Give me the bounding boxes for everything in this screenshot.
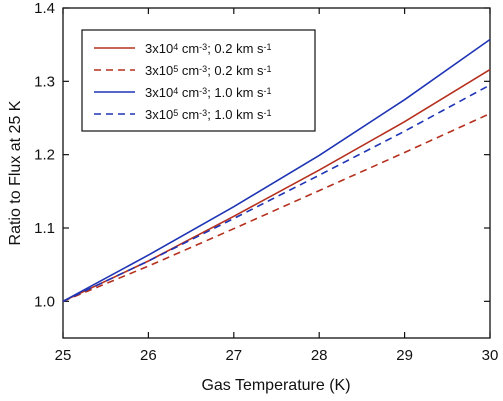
legend-text-part: 3x10 bbox=[145, 107, 173, 122]
legend-superscript: -1 bbox=[264, 86, 272, 96]
x-tick-label: 27 bbox=[225, 347, 242, 364]
y-tick-label: 1.1 bbox=[34, 220, 55, 237]
y-tick-label: 1.0 bbox=[34, 293, 55, 310]
legend-entry-2: 3x105 cm-3; 0.2 km s-1 bbox=[145, 63, 272, 78]
legend-entry-3: 3x104 cm-3; 1.0 km s-1 bbox=[145, 85, 272, 100]
legend-superscript: -1 bbox=[264, 42, 272, 52]
legend-text-part: cm bbox=[178, 85, 199, 100]
legend-text-part: cm bbox=[178, 41, 199, 56]
legend-text-part: cm bbox=[178, 63, 199, 78]
series-lines bbox=[62, 38, 491, 303]
x-tick-label: 29 bbox=[396, 347, 413, 364]
y-tick-label: 1.2 bbox=[34, 147, 55, 164]
legend-superscript: 5 bbox=[173, 64, 178, 74]
legend-text-part: 3x10 bbox=[145, 41, 173, 56]
legend-superscript: -3 bbox=[199, 42, 207, 52]
legend-superscript: 4 bbox=[173, 42, 178, 52]
y-tick-label: 1.3 bbox=[34, 73, 55, 90]
y-tick-label: 1.4 bbox=[34, 0, 55, 17]
legend-text-part: ; 1.0 km s bbox=[207, 85, 264, 100]
axis-ticks: 25 26 27 28 29 30 1.0 1.1 1.2 1.3 1.4 bbox=[34, 0, 498, 364]
legend-superscript: 4 bbox=[173, 86, 178, 96]
series-line-4 bbox=[62, 84, 491, 303]
x-tick-label: 26 bbox=[140, 347, 157, 364]
x-tick-label: 25 bbox=[55, 347, 72, 364]
legend-superscript: 5 bbox=[173, 108, 178, 118]
legend-text-part: 3x10 bbox=[145, 63, 173, 78]
legend-text-part: ; 0.2 km s bbox=[207, 63, 264, 78]
series-line-3 bbox=[62, 38, 491, 303]
legend-superscript: -3 bbox=[199, 108, 207, 118]
legend-superscript: -1 bbox=[264, 64, 272, 74]
legend-text-part: 3x10 bbox=[145, 85, 173, 100]
x-tick-label: 28 bbox=[311, 347, 328, 364]
x-axis-title: Gas Temperature (K) bbox=[201, 377, 350, 394]
legend-text-part: ; 0.2 km s bbox=[207, 41, 264, 56]
legend-superscript: -3 bbox=[199, 86, 207, 96]
y-axis-title: Ratio to Flux at 25 K bbox=[7, 100, 24, 245]
series-line-2 bbox=[62, 112, 491, 303]
legend-entry-1: 3x104 cm-3; 0.2 km s-1 bbox=[145, 41, 272, 56]
legend-entry-4: 3x105 cm-3; 1.0 km s-1 bbox=[145, 107, 272, 122]
legend-text-part: cm bbox=[178, 107, 199, 122]
legend-text-part: ; 1.0 km s bbox=[207, 107, 264, 122]
legend-superscript: -3 bbox=[199, 64, 207, 74]
legend-superscript: -1 bbox=[264, 108, 272, 118]
x-tick-label: 30 bbox=[482, 347, 499, 364]
plot-frame bbox=[62, 7, 491, 339]
